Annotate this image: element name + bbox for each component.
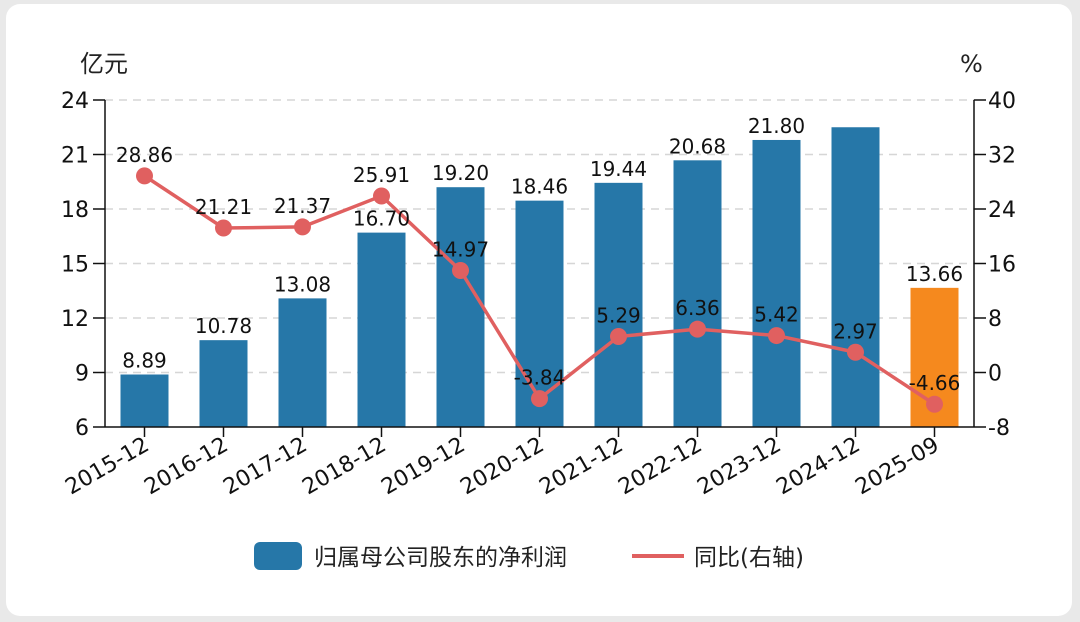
legend: 归属母公司股东的净利润 同比(右轴): [254, 542, 804, 571]
bar-value-label: 10.78: [195, 314, 252, 338]
bar-value-label: 8.89: [122, 348, 167, 372]
yoy-value-label: 14.97: [432, 238, 489, 262]
right-axis-tick-label: 32: [988, 144, 1016, 169]
bar-value-label: 21.80: [748, 114, 805, 138]
yoy-point: [531, 390, 548, 408]
yoy-value-label: -4.66: [909, 371, 961, 395]
left-axis-tick-label: 9: [75, 362, 89, 387]
bar: [515, 200, 564, 427]
yoy-value-label: 5.42: [754, 303, 799, 327]
right-axis-tick-label: 0: [988, 362, 1002, 387]
yoy-value-label: -3.84: [514, 366, 566, 390]
bar: [357, 232, 406, 427]
left-axis-tick-label: 15: [61, 253, 89, 278]
bar-value-label: 19.20: [432, 161, 489, 185]
bar: [436, 187, 485, 427]
yoy-value-label: 28.86: [116, 143, 173, 167]
left-axis-tick-label: 18: [61, 198, 89, 223]
right-axis-tick-label: 24: [988, 198, 1016, 223]
bar-value-label: 13.66: [906, 262, 963, 286]
bar: [752, 139, 801, 427]
yoy-point: [136, 167, 153, 185]
yoy-point: [452, 262, 469, 280]
left-axis-unit: 亿元: [80, 50, 128, 78]
yoy-point: [610, 327, 627, 345]
x-axis-tick-label: 2024-12: [772, 433, 864, 501]
legend-bar-label: 归属母公司股东的净利润: [314, 545, 567, 571]
x-axis-tick-label: 2021-12: [535, 433, 627, 501]
bar-value-label: 19.44: [590, 157, 647, 181]
bar: [831, 127, 880, 427]
bar: [594, 182, 643, 427]
yoy-point: [689, 320, 706, 338]
right-axis-tick-label: 8: [988, 307, 1002, 332]
yoy-value-label: 21.37: [274, 194, 331, 218]
yoy-value-label: 2.97: [833, 319, 878, 343]
yoy-value-label: 25.91: [353, 163, 410, 187]
yoy-value-label: 6.36: [675, 296, 720, 320]
x-axis-tick-label: 2022-12: [614, 433, 706, 501]
x-axis-tick-label: 2019-12: [377, 433, 469, 501]
line-series: [136, 167, 943, 413]
left-axis-tick-label: 21: [61, 144, 89, 169]
yoy-point: [215, 219, 232, 237]
x-axis-tick-label: 2023-12: [693, 433, 785, 501]
right-axis-tick-label: 16: [988, 253, 1016, 278]
bar: [199, 340, 248, 427]
right-axis-unit: %: [960, 50, 983, 78]
bar-value-label: 20.68: [669, 134, 726, 158]
bar: [673, 160, 722, 427]
yoy-point: [294, 218, 311, 236]
x-axis-tick-label: 2017-12: [219, 433, 311, 501]
left-axis-tick-label: 6: [75, 416, 89, 441]
bar: [278, 298, 327, 427]
yoy-value-label: 5.29: [596, 303, 641, 327]
bar-value-label: 16.70: [353, 207, 410, 231]
left-axis-tick-label: 24: [61, 89, 89, 114]
bar-value-label: 18.46: [511, 175, 568, 199]
left-axis-tick-label: 12: [61, 307, 89, 332]
right-axis-tick-label: -8: [988, 416, 1010, 441]
x-axis-tick-label: 2020-12: [456, 433, 548, 501]
x-axis-tick-label: 2018-12: [298, 433, 390, 501]
yoy-point: [768, 327, 785, 345]
right-axis-tick-label: 40: [988, 89, 1016, 114]
x-axis-tick-label: 2015-12: [61, 433, 153, 501]
data-labels: 8.89 10.78 13.08 16.70 19.20 18.46 19.44 20.68 2…: [116, 114, 963, 395]
x-axis-tick-label: 2016-12: [140, 433, 232, 501]
yoy-point: [926, 395, 943, 413]
legend-line-label: 同比(右轴): [694, 545, 804, 571]
bar: [120, 374, 169, 427]
yoy-point: [373, 187, 390, 205]
yoy-value-label: 21.21: [195, 195, 252, 219]
x-axis-tick-label: 2025-09: [851, 433, 943, 501]
legend-bar-swatch: [254, 542, 302, 570]
bar-value-label: 13.08: [274, 272, 331, 296]
yoy-point: [847, 343, 864, 361]
